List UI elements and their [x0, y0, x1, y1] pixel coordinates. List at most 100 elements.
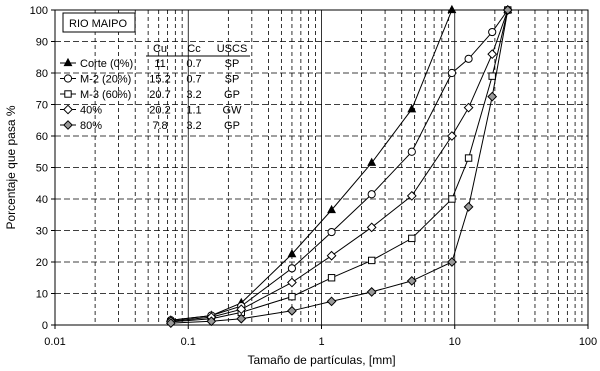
series-line [170, 9, 509, 323]
data-point [463, 102, 474, 113]
table-cell: 0.7 [186, 74, 201, 86]
legend-marker [63, 74, 73, 83]
data-point [206, 316, 217, 327]
series-line [170, 9, 508, 321]
data-point [446, 257, 457, 267]
table-cell: 1.1 [186, 105, 201, 117]
data-point [447, 4, 457, 14]
data-point [165, 318, 176, 329]
data-point [446, 131, 457, 141]
y-tick-label: 100 [30, 5, 48, 17]
data-point [326, 250, 337, 261]
data-point [488, 27, 497, 37]
site-label-box: RIO MAIPO [62, 12, 136, 33]
data-point [367, 157, 377, 166]
table-cell: 15.2 [149, 74, 170, 86]
grid [55, 10, 588, 325]
data-point [407, 147, 416, 156]
data-point [487, 49, 498, 60]
y-tick-label: 80 [36, 68, 48, 80]
y-tick-label: 60 [36, 131, 48, 143]
table-cell: GW [223, 105, 243, 117]
table-header: USCS [217, 43, 248, 55]
table-header: Cc [187, 43, 201, 55]
data-point [287, 277, 297, 288]
series-group [165, 4, 513, 329]
legend-label: M-2 (20%) [80, 74, 131, 86]
table-cell: 3.2 [186, 120, 201, 132]
legend-item: 40% [60, 105, 102, 117]
table-cell: 20.2 [149, 105, 170, 117]
y-tick-label: 30 [36, 226, 48, 238]
table-header: Cu [153, 43, 167, 55]
table-cell: 7.8 [152, 120, 167, 132]
data-point [448, 195, 456, 203]
legend-label: 40% [80, 105, 102, 117]
x-tick-label: 10 [449, 336, 461, 348]
table-cell: 11 [154, 58, 165, 70]
data-point [327, 274, 336, 282]
data-point [287, 248, 297, 258]
table-cell: 3.2 [186, 89, 201, 101]
legend-marker [63, 57, 73, 67]
table-cell: GP [224, 120, 240, 132]
data-point [327, 204, 337, 214]
x-tick-label: 0.01 [44, 336, 65, 348]
legend-item: M-3 (60%) [60, 89, 131, 101]
legend-label: 80% [80, 120, 102, 132]
legend-item: Corte (0%) [60, 57, 133, 70]
table-cell: SP [225, 58, 240, 70]
data-point [463, 201, 474, 212]
site-label: RIO MAIPO [69, 18, 128, 30]
y-tick-label: 40 [36, 194, 48, 206]
legend-marker [63, 120, 73, 130]
series-4 [165, 5, 513, 327]
data-point [502, 5, 513, 15]
x-tick-label: 100 [579, 336, 597, 348]
series-line [170, 9, 509, 321]
legend: Corte (0%) M-2 (20%) M-3 (60%) 40% 80% [60, 57, 133, 132]
data-point [288, 292, 296, 301]
y-tick-labels: 0 10 20 30 40 50 60 70 80 90 100 [30, 5, 55, 332]
legend-item: 80% [60, 120, 102, 132]
table-cell: GP [224, 89, 240, 101]
data-point [326, 296, 337, 307]
x-tick-label: 0.1 [181, 336, 196, 348]
legend-item: M-2 (20%) [60, 74, 131, 86]
series-line [170, 9, 509, 324]
data-point [407, 104, 417, 113]
legend-label: Corte (0%) [80, 58, 133, 70]
table-cell: 20.7 [149, 89, 170, 101]
y-tick-label: 20 [36, 257, 48, 269]
y-tick-label: 10 [36, 289, 48, 301]
legend-marker [63, 104, 73, 115]
data-point [236, 313, 247, 324]
site-label-frame [62, 12, 136, 33]
table-cell: 0.7 [186, 58, 201, 70]
y-tick-label: 50 [36, 163, 48, 175]
legend-marker [64, 90, 72, 98]
data-point [367, 190, 376, 199]
x-tick-labels: 0.01 0.1 1 10 100 [44, 325, 597, 348]
data-point [327, 227, 336, 237]
y-tick-label: 70 [36, 100, 48, 112]
x-tick-label: 1 [318, 336, 324, 348]
y-tick-label: 0 [42, 320, 48, 332]
legend-label: M-3 (60%) [80, 89, 131, 101]
y-axis-label: Porcentaje que pasa % [4, 105, 18, 229]
data-point [487, 91, 498, 102]
classification-table: Cu Cc USCS 11 0.7 SP 15.2 0.7 SP 20.7 3.2 GP 20.2 1.1… [146, 43, 250, 132]
x-axis-label: Tamaño de partículas, [mm] [247, 353, 395, 367]
data-point [464, 54, 473, 63]
data-point [406, 275, 417, 286]
data-point [406, 190, 417, 201]
data-point [408, 234, 416, 243]
data-point [366, 287, 377, 297]
data-point [236, 304, 247, 315]
data-point [367, 256, 376, 265]
table-cell: SP [225, 74, 240, 86]
series-5 [165, 5, 513, 329]
data-point [287, 305, 297, 316]
data-point [488, 72, 496, 80]
